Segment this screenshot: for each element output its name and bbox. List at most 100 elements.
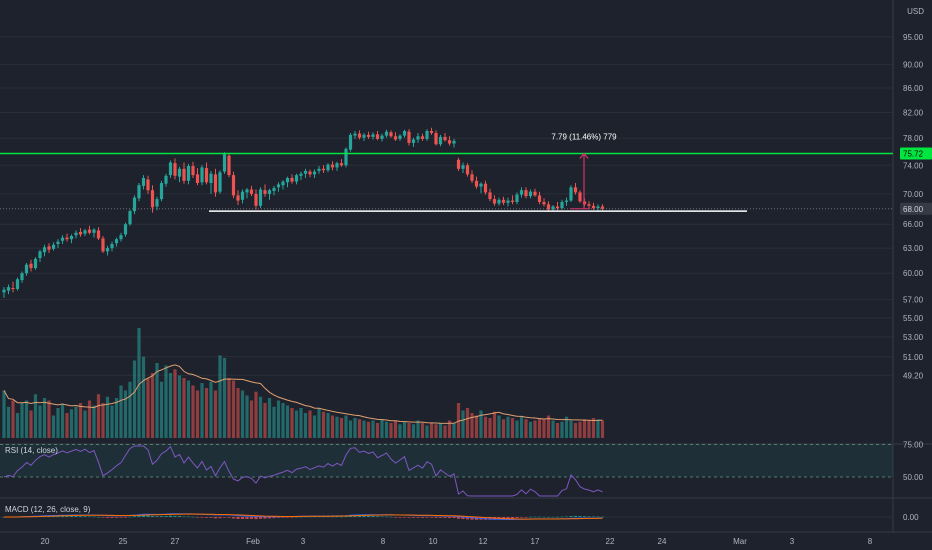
rsi-pane: 75.00 50.00 RSI (14, close) [0, 441, 924, 497]
macd-histogram-bar [231, 517, 236, 519]
time-axis[interactable]: 20 25 27 Feb 3 8 10 12 17 22 24 Mar 3 8 [0, 531, 932, 546]
volume-bar [38, 405, 42, 438]
volume-bar [213, 390, 218, 438]
candle-body [344, 148, 348, 166]
macd-histogram-bar [191, 516, 195, 518]
volume-bar [438, 423, 443, 438]
volume-bar [227, 378, 231, 438]
candle-body [461, 165, 465, 169]
candle-body [60, 237, 65, 241]
macd-histogram-bar [371, 515, 375, 517]
volume-bar [146, 378, 150, 438]
volume-bar [312, 415, 317, 438]
macd-histogram-bar [528, 516, 533, 518]
macd-histogram-bar [299, 516, 303, 518]
macd-histogram-bar [74, 515, 78, 517]
volume-bar [6, 406, 11, 438]
macd-histogram-bar [384, 516, 389, 518]
candle-body [321, 168, 326, 171]
candle-body [371, 134, 375, 137]
macd-histogram-bar [519, 517, 524, 518]
candle-body [596, 206, 600, 209]
volume-bar [344, 415, 348, 438]
macd-histogram-bar [515, 517, 519, 518]
macd-histogram-bar [177, 515, 182, 517]
candle-body [497, 199, 501, 204]
macd-histogram-bar [204, 517, 209, 518]
volume-bar [83, 410, 87, 438]
volume-bar [578, 421, 582, 438]
volume-bar [447, 420, 452, 438]
macd-histogram-bar [587, 516, 591, 517]
candle-body [380, 135, 384, 139]
candle-body [240, 191, 245, 200]
volume-bar [168, 373, 173, 438]
volume-bar [78, 403, 83, 438]
overlay-drawings[interactable]: 7.79 (11.46%) 779 [0, 133, 893, 212]
time-tick-label: 8 [381, 537, 386, 546]
price-axis[interactable]: 95.00 90.00 86.00 82.00 78.00 74.00 70.00 66.00… [900, 33, 932, 381]
candle-body [447, 140, 452, 144]
macd-histogram-bar [236, 517, 240, 519]
macd-histogram-bar [272, 517, 276, 519]
volume-bar [150, 373, 155, 438]
volume-bar [177, 375, 182, 438]
candle-body [515, 194, 519, 202]
candle-body [276, 184, 281, 188]
volume-bar [573, 423, 578, 438]
macd-histogram-bar [326, 516, 330, 518]
measure-arrow [579, 152, 589, 159]
volume-bar [546, 415, 551, 438]
macd-histogram-bar [366, 515, 371, 517]
volume-bar [389, 423, 393, 438]
volume-bar [353, 418, 357, 438]
candle-body [479, 183, 483, 187]
volume-bar [416, 420, 420, 438]
volume-bar [267, 398, 272, 438]
volume-bar [303, 413, 308, 438]
candle-body [443, 136, 447, 141]
volume-bar [285, 405, 290, 438]
volume-bar [173, 369, 177, 438]
price-tick-label: 63.00 [903, 244, 924, 253]
volume-bar [15, 413, 20, 438]
macd-histogram-bar [542, 516, 546, 518]
candle-body [470, 174, 474, 181]
macd-histogram-bar [87, 516, 92, 518]
candle-body [173, 163, 177, 176]
volume-bar [101, 403, 105, 438]
rsi-label: RSI (14, close) [5, 446, 58, 455]
macd-histogram-bar [267, 517, 272, 519]
macd-histogram-bar [443, 517, 447, 518]
volume-bar [474, 415, 479, 438]
volume-bar [276, 400, 281, 438]
candle-body [384, 131, 389, 136]
macd-histogram-bar [465, 517, 470, 520]
price-tick-label: 70.00 [903, 190, 924, 199]
candle-body [416, 136, 420, 140]
volume-bar [159, 381, 164, 438]
candle-body [542, 202, 546, 205]
volume-bar [92, 405, 96, 438]
candle-body [65, 237, 69, 240]
time-tick-label: 24 [658, 537, 667, 546]
macd-histogram-bar [380, 516, 384, 518]
candle-body [123, 224, 128, 235]
candle-body [312, 171, 317, 175]
candle-body [33, 258, 38, 269]
candle-body [425, 131, 429, 139]
volume-bar [29, 410, 33, 438]
candle-body [101, 238, 105, 252]
volume-bar [87, 400, 92, 438]
macd-histogram-bar [209, 517, 213, 518]
volume-bar [564, 416, 569, 438]
volume-bar [596, 419, 600, 438]
macd-histogram-bar [407, 517, 411, 518]
macd-histogram-bar [456, 517, 461, 519]
candle-body [434, 133, 438, 145]
volume-bar [42, 398, 47, 438]
candle-body [254, 193, 258, 206]
volume-bar [218, 355, 222, 438]
candle-body [204, 168, 209, 183]
